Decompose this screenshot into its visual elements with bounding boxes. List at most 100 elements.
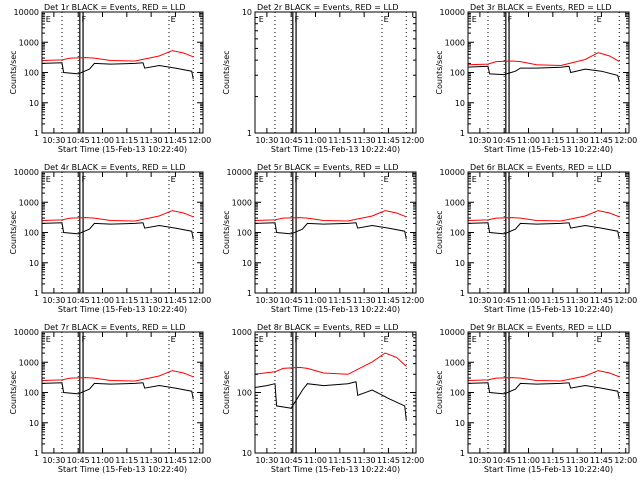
marker-letter: E [597, 15, 602, 24]
y-tick-label: 100 [237, 389, 252, 398]
x-axis-label: Start Time (15-Feb-13 10:22:40) [484, 305, 613, 314]
x-tick-label: 11:00 [517, 296, 540, 305]
marker-letter: F [294, 15, 299, 24]
y-tick-label: 10 [29, 259, 39, 268]
marker-letter: E [259, 15, 264, 24]
y-tick-label: 1000 [445, 358, 465, 367]
y-axis-label: Counts/sec [222, 50, 231, 94]
marker-letter: E [597, 175, 602, 184]
x-axis-label: Start Time (15-Feb-13 10:22:40) [271, 145, 400, 154]
x-tick-label: 11:15 [115, 136, 138, 145]
events-series-line [42, 382, 194, 400]
y-tick-label: 100 [237, 229, 252, 238]
marker-letter: E [472, 15, 477, 24]
y-tick-label: 1000 [445, 198, 465, 207]
y-tick-label: 10000 [440, 328, 465, 337]
y-tick-label: 1 [460, 129, 465, 138]
x-tick-label: 10:30 [42, 136, 65, 145]
y-axis-label: Counts/sec [9, 210, 18, 254]
x-tick-label: 11:00 [304, 296, 327, 305]
y-axis-label: Counts/sec [435, 370, 444, 414]
x-tick-label: 10:30 [468, 456, 491, 465]
x-tick-label: 11:15 [328, 296, 351, 305]
y-tick-label: 1000 [232, 328, 252, 337]
events-series-line [42, 222, 194, 240]
y-tick-label: 100 [24, 229, 39, 238]
chart-panel-8: Det 8r BLACK = Events, RED = LLD 10 100 100… [222, 323, 424, 474]
y-tick-label: 1 [34, 289, 39, 298]
y-tick-label: 100 [450, 69, 465, 78]
plot-area [468, 332, 620, 453]
x-tick-label: 10:45 [280, 136, 303, 145]
marker-letter: E [46, 335, 51, 344]
x-tick-label: 11:30 [353, 136, 376, 145]
y-tick-label: 10 [455, 259, 465, 268]
y-tick-label: 1000 [19, 38, 39, 47]
y-tick-label: 10000 [440, 168, 465, 177]
x-axis-label: Start Time (15-Feb-13 10:22:40) [484, 145, 613, 154]
y-tick-label: 100 [450, 229, 465, 238]
chart-panel-7: Det 7r BLACK = Events, RED = LLD 1 10 100 10… [9, 323, 211, 474]
y-tick-label: 10000 [227, 168, 252, 177]
x-tick-label: 11:45 [590, 296, 613, 305]
x-tick-label: 11:45 [377, 136, 400, 145]
x-tick-label: 11:15 [328, 456, 351, 465]
plot-area [42, 12, 194, 133]
x-tick-label: 11:45 [377, 296, 400, 305]
chart-title: Det 6r BLACK = Events, RED = LLD [470, 163, 612, 172]
chart-panel-1: Det 1r BLACK = Events, RED = LLD 1 10 100 10… [9, 3, 211, 154]
chart-title: Det 9r BLACK = Events, RED = LLD [470, 323, 612, 332]
plot-area [468, 172, 620, 293]
lld-series-line [42, 210, 194, 222]
x-tick-label: 11:30 [566, 456, 589, 465]
plot-frame [254, 331, 417, 454]
x-tick-label: 12:00 [188, 456, 211, 465]
x-tick-label: 10:45 [493, 136, 516, 145]
y-tick-label: 1 [460, 289, 465, 298]
x-tick-label: 11:30 [353, 296, 376, 305]
x-tick-label: 12:00 [614, 136, 637, 145]
x-tick-label: 11:15 [328, 136, 351, 145]
x-tick-label: 11:15 [115, 296, 138, 305]
marker-letter: E [384, 175, 389, 184]
y-tick-label: 10 [242, 8, 252, 17]
marker-letter: E [472, 175, 477, 184]
x-tick-label: 12:00 [401, 456, 424, 465]
x-axis-label: Start Time (15-Feb-13 10:22:40) [58, 145, 187, 154]
y-axis-label: Counts/sec [222, 210, 231, 254]
marker-letter: E [171, 175, 176, 184]
marker-letter: F [81, 175, 86, 184]
y-tick-label: 1000 [19, 358, 39, 367]
lld-series-line [42, 50, 194, 62]
x-tick-label: 11:45 [590, 136, 613, 145]
y-axis-label: Counts/sec [222, 370, 231, 414]
chart-title: Det 7r BLACK = Events, RED = LLD [44, 323, 186, 332]
marker-letter: F [81, 335, 86, 344]
x-tick-label: 11:00 [304, 456, 327, 465]
x-tick-label: 11:45 [164, 136, 187, 145]
y-tick-label: 100 [24, 69, 39, 78]
x-tick-label: 11:30 [566, 136, 589, 145]
x-tick-label: 10:30 [255, 136, 278, 145]
marker-letter: F [81, 15, 86, 24]
marker-letter: E [171, 335, 176, 344]
chart-panel-4: Det 4r BLACK = Events, RED = LLD 1 10 100 10… [9, 163, 211, 314]
y-tick-label: 10 [29, 419, 39, 428]
chart-panel-6: Det 6r BLACK = Events, RED = LLD 1 10 100 10… [435, 163, 637, 314]
x-tick-label: 11:15 [541, 296, 564, 305]
x-axis-label: Start Time (15-Feb-13 10:22:40) [271, 305, 400, 314]
marker-letter: F [507, 175, 512, 184]
plot-frame [254, 11, 417, 134]
events-series-line [255, 222, 407, 240]
y-tick-label: 1 [247, 289, 252, 298]
y-tick-label: 1000 [232, 198, 252, 207]
x-tick-label: 11:30 [353, 456, 376, 465]
x-tick-label: 11:30 [566, 296, 589, 305]
marker-letter: E [384, 15, 389, 24]
y-tick-label: 1 [34, 449, 39, 458]
x-tick-label: 10:30 [468, 296, 491, 305]
y-tick-label: 10000 [14, 328, 39, 337]
chart-title: Det 4r BLACK = Events, RED = LLD [44, 163, 186, 172]
plot-area [255, 332, 407, 453]
